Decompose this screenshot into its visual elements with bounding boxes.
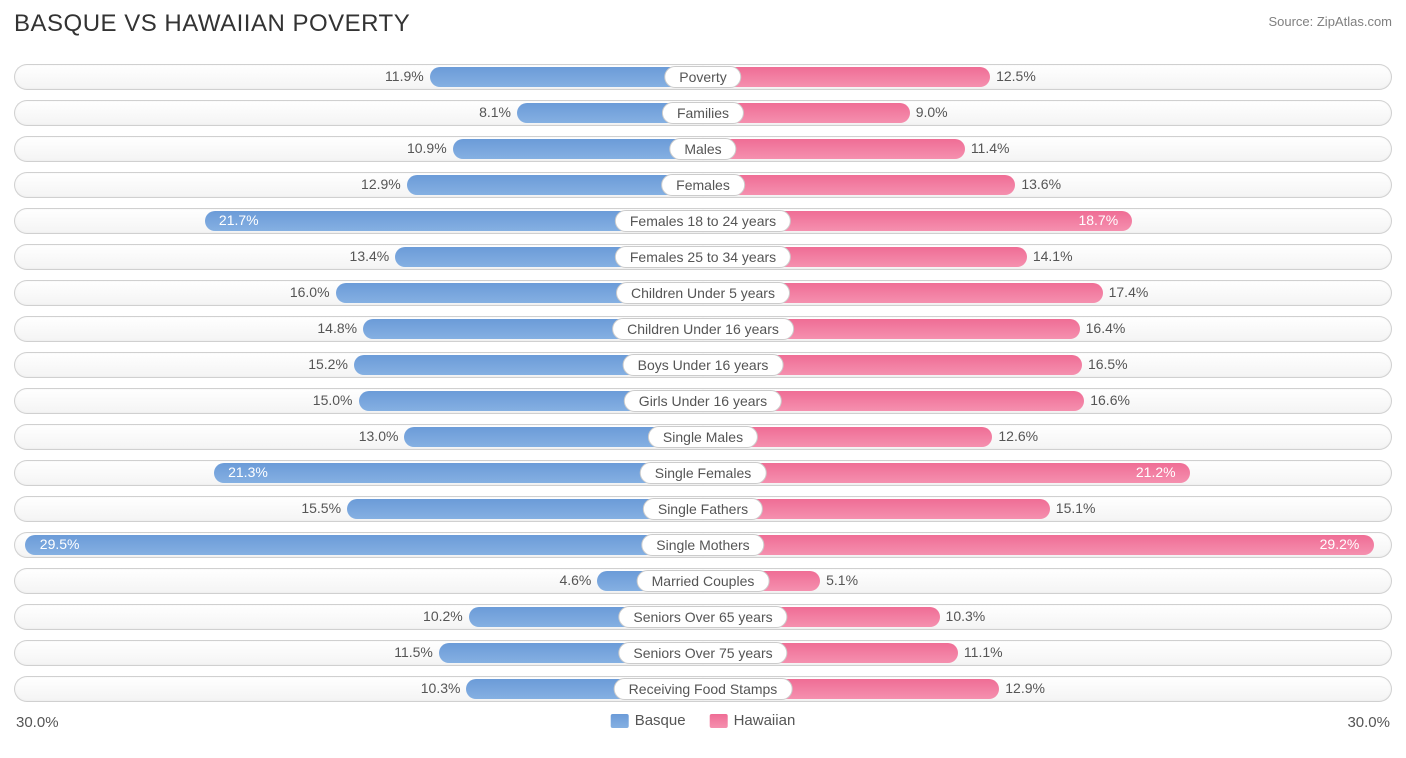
legend-item-hawaiian: Hawaiian (710, 712, 796, 729)
value-hawaiian: 5.1% (826, 572, 858, 588)
value-hawaiian: 10.3% (946, 608, 986, 624)
axis-max-left: 30.0% (16, 714, 59, 731)
bar-basque (430, 67, 703, 87)
value-hawaiian: 17.4% (1109, 284, 1149, 300)
value-hawaiian: 13.6% (1021, 176, 1061, 192)
chart-title: BASQUE VS HAWAIIAN POVERTY (14, 10, 410, 38)
category-label: Poverty (664, 66, 741, 88)
category-label: Single Fathers (643, 498, 763, 520)
bar-basque (407, 175, 703, 195)
chart-row: 12.9% 13.6% Females (14, 168, 1392, 202)
value-basque: 15.0% (313, 392, 353, 408)
bar-basque (25, 535, 703, 555)
chart-row: 10.3% 12.9% Receiving Food Stamps (14, 672, 1392, 706)
value-basque: 12.9% (361, 176, 401, 192)
value-basque: 10.9% (407, 140, 447, 156)
value-hawaiian: 29.2% (1320, 536, 1360, 552)
chart-header: BASQUE VS HAWAIIAN POVERTY Source: ZipAt… (14, 10, 1392, 38)
category-label: Seniors Over 75 years (618, 642, 787, 664)
value-basque: 16.0% (290, 284, 330, 300)
value-basque: 21.3% (228, 464, 268, 480)
value-basque: 15.2% (308, 356, 348, 372)
chart-row: 16.0% 17.4% Children Under 5 years (14, 276, 1392, 310)
value-basque: 13.4% (350, 248, 390, 264)
category-label: Females 25 to 34 years (615, 246, 791, 268)
chart-row: 13.4% 14.1% Females 25 to 34 years (14, 240, 1392, 274)
swatch-hawaiian (710, 714, 728, 728)
chart-row: 11.9% 12.5% Poverty (14, 60, 1392, 94)
bar-basque (453, 139, 703, 159)
category-label: Males (669, 138, 736, 160)
chart-row: 14.8% 16.4% Children Under 16 years (14, 312, 1392, 346)
value-hawaiian: 16.5% (1088, 356, 1128, 372)
value-hawaiian: 21.2% (1136, 464, 1176, 480)
value-hawaiian: 16.4% (1086, 320, 1126, 336)
value-hawaiian: 12.6% (998, 428, 1038, 444)
bar-hawaiian (703, 463, 1190, 483)
value-basque: 10.3% (421, 680, 461, 696)
value-hawaiian: 9.0% (916, 104, 948, 120)
bar-hawaiian (703, 175, 1015, 195)
category-label: Families (662, 102, 744, 124)
value-basque: 15.5% (301, 500, 341, 516)
category-label: Children Under 5 years (616, 282, 790, 304)
chart-row: 8.1% 9.0% Families (14, 96, 1392, 130)
category-label: Boys Under 16 years (623, 354, 784, 376)
category-label: Seniors Over 65 years (618, 606, 787, 628)
value-hawaiian: 11.1% (964, 644, 1003, 660)
chart-row: 29.5% 29.2% Single Mothers (14, 528, 1392, 562)
bar-hawaiian (703, 535, 1374, 555)
chart-row: 21.7% 18.7% Females 18 to 24 years (14, 204, 1392, 238)
bar-hawaiian (703, 67, 990, 87)
value-basque: 14.8% (317, 320, 357, 336)
chart-row: 10.2% 10.3% Seniors Over 65 years (14, 600, 1392, 634)
chart-row: 4.6% 5.1% Married Couples (14, 564, 1392, 598)
value-basque: 8.1% (479, 104, 511, 120)
category-label: Single Mothers (641, 534, 764, 556)
value-basque: 11.5% (394, 644, 433, 660)
value-basque: 11.9% (385, 68, 424, 84)
value-basque: 10.2% (423, 608, 463, 624)
chart-row: 15.5% 15.1% Single Fathers (14, 492, 1392, 526)
legend-item-basque: Basque (611, 712, 686, 729)
category-label: Single Females (640, 462, 767, 484)
chart-row: 11.5% 11.1% Seniors Over 75 years (14, 636, 1392, 670)
chart-row: 13.0% 12.6% Single Males (14, 420, 1392, 454)
legend: Basque Hawaiian (611, 712, 796, 729)
bar-basque (214, 463, 703, 483)
category-label: Girls Under 16 years (624, 390, 782, 412)
value-hawaiian: 14.1% (1033, 248, 1073, 264)
bar-hawaiian (703, 139, 965, 159)
swatch-basque (611, 714, 629, 728)
chart-row: 15.2% 16.5% Boys Under 16 years (14, 348, 1392, 382)
value-hawaiian: 18.7% (1078, 212, 1118, 228)
axis-max-right: 30.0% (1347, 714, 1390, 731)
chart-row: 15.0% 16.6% Girls Under 16 years (14, 384, 1392, 418)
value-hawaiian: 12.5% (996, 68, 1036, 84)
category-label: Married Couples (637, 570, 770, 592)
value-hawaiian: 16.6% (1090, 392, 1130, 408)
legend-label-hawaiian: Hawaiian (734, 712, 796, 729)
chart-row: 10.9% 11.4% Males (14, 132, 1392, 166)
value-basque: 13.0% (359, 428, 399, 444)
legend-label-basque: Basque (635, 712, 686, 729)
category-label: Single Males (648, 426, 758, 448)
category-label: Females 18 to 24 years (615, 210, 791, 232)
chart-source: Source: ZipAtlas.com (1268, 14, 1392, 29)
category-label: Children Under 16 years (612, 318, 794, 340)
value-hawaiian: 15.1% (1056, 500, 1096, 516)
value-hawaiian: 12.9% (1005, 680, 1045, 696)
category-label: Receiving Food Stamps (614, 678, 793, 700)
chart-footer: 30.0% Basque Hawaiian 30.0% (14, 712, 1392, 736)
value-hawaiian: 11.4% (971, 140, 1010, 156)
value-basque: 4.6% (559, 572, 591, 588)
value-basque: 21.7% (219, 212, 259, 228)
category-label: Females (661, 174, 745, 196)
diverging-bar-chart: 11.9% 12.5% Poverty 8.1% 9.0% Families 10.9% 11… (14, 60, 1392, 706)
value-basque: 29.5% (40, 536, 80, 552)
chart-row: 21.3% 21.2% Single Females (14, 456, 1392, 490)
